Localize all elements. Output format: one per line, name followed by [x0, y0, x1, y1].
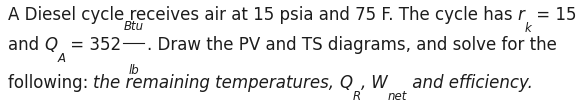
Text: = 15: = 15	[531, 6, 577, 24]
Text: lb: lb	[128, 64, 139, 77]
Text: Btu: Btu	[123, 20, 143, 33]
Text: A: A	[57, 52, 65, 65]
Text: ,: ,	[361, 74, 366, 92]
Text: k: k	[524, 22, 531, 35]
Text: . Draw the PV and TS diagrams, and solve for the: . Draw the PV and TS diagrams, and solve…	[147, 36, 557, 54]
Text: and: and	[8, 36, 44, 54]
Text: = 352: = 352	[65, 36, 121, 54]
Text: the remaining temperatures,: the remaining temperatures,	[93, 74, 339, 92]
Text: following:: following:	[8, 74, 93, 92]
Text: W: W	[366, 74, 387, 92]
Text: Q: Q	[44, 36, 57, 54]
Text: A Diesel cycle receives air at 15 psia and 75 F. The cycle has: A Diesel cycle receives air at 15 psia a…	[8, 6, 517, 24]
Text: r: r	[517, 6, 524, 24]
Text: net: net	[387, 90, 407, 100]
Text: R: R	[353, 90, 361, 100]
Text: Q: Q	[339, 74, 353, 92]
Text: and efficiency.: and efficiency.	[407, 74, 533, 92]
